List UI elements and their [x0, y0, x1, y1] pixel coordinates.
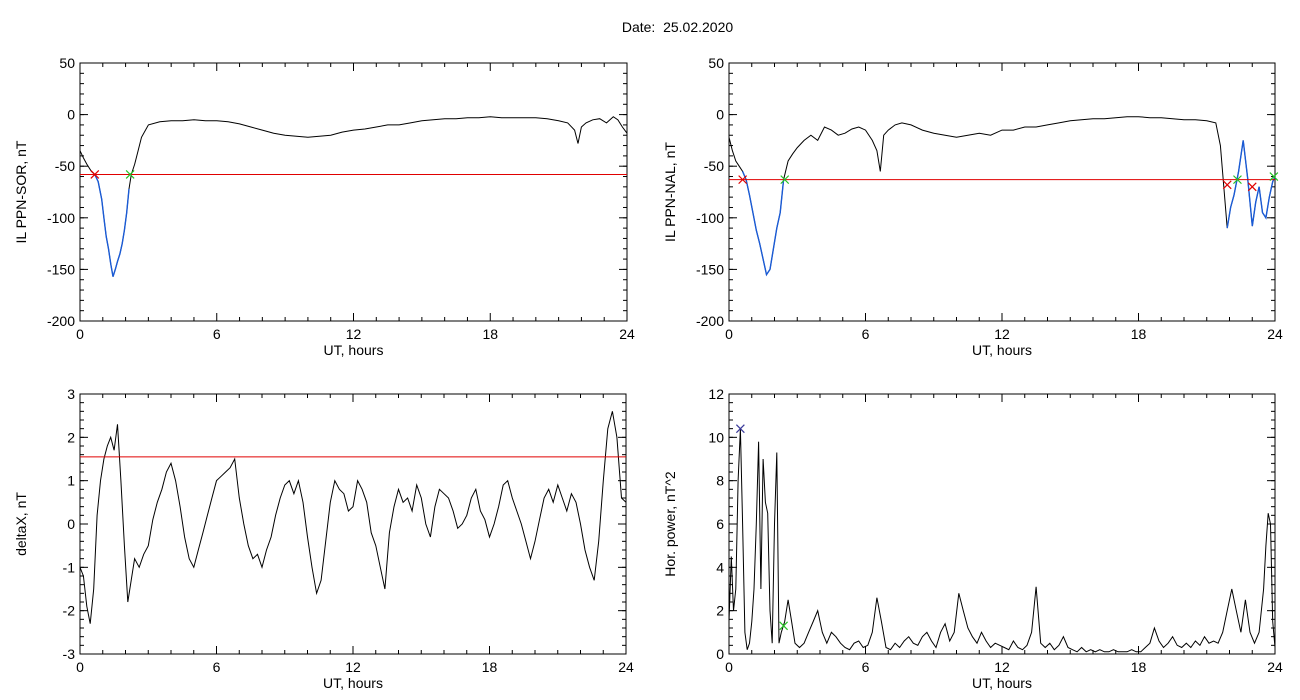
x-tick-label: 6	[213, 326, 221, 342]
y-tick-label: 0	[716, 107, 724, 123]
y-tick-label: 3	[67, 386, 75, 402]
y-tick-label: 2	[67, 429, 75, 445]
panel-il-ppn-sor: 0 6 12 18 24 -200 -150 -100 -50 0 50 UT, hours IL PP…	[13, 55, 635, 358]
series-line	[80, 116, 627, 277]
y-axis-label: IL PPN-SOR, nT	[13, 140, 29, 243]
x-tick-label: 0	[725, 659, 733, 675]
y-tick-label: -50	[55, 158, 75, 174]
peak-marker	[735, 424, 745, 434]
y-tick-label: -1	[63, 559, 76, 575]
substorm-segment	[741, 171, 785, 277]
end-marker	[1269, 172, 1279, 181]
y-tick-label: 0	[67, 107, 75, 123]
y-tick-label: -100	[696, 210, 724, 226]
y-tick-label: 1	[67, 473, 75, 489]
plot-frame	[728, 62, 1276, 322]
chart-title: Date: 25.02.2020	[621, 19, 734, 35]
y-tick-label: -150	[47, 261, 75, 277]
x-tick-label: 18	[1131, 659, 1147, 675]
y-tick-label: -3	[63, 646, 76, 662]
y-tick-label: -200	[47, 313, 75, 329]
x-tick-label: 18	[1131, 326, 1147, 342]
y-axis-label: deltaX, nT	[13, 492, 29, 556]
plot-frame	[79, 62, 628, 322]
plot-frame	[79, 393, 627, 655]
series-line	[729, 428, 1275, 653]
y-tick-label: 0	[67, 516, 75, 532]
y-tick-label: 50	[59, 55, 75, 71]
x-tick-label: 24	[1267, 326, 1283, 342]
y-tick-label: 8	[716, 473, 724, 489]
x-axis-label: UT, hours	[972, 675, 1032, 691]
y-tick-label: 50	[708, 55, 724, 71]
x-tick-label: 6	[862, 659, 870, 675]
y-tick-label: 2	[716, 603, 724, 619]
onset-marker	[90, 170, 100, 179]
substorm-segment	[94, 174, 130, 277]
end-marker	[125, 170, 135, 179]
y-tick-label: 0	[716, 646, 724, 662]
x-tick-label: 0	[76, 326, 84, 342]
x-tick-label: 12	[346, 326, 362, 342]
y-tick-label: 10	[708, 429, 724, 445]
y-tick-label: -2	[63, 603, 76, 619]
onset-marker	[1247, 182, 1257, 192]
x-tick-label: 12	[345, 659, 361, 675]
x-tick-label: 12	[994, 659, 1010, 675]
end-marker	[780, 175, 790, 185]
y-axis-label: IL PPN-NAL, nT	[662, 142, 678, 242]
x-tick-label: 24	[618, 659, 634, 675]
x-axis-label: UT, hours	[323, 675, 383, 691]
onset-marker	[1222, 180, 1232, 190]
y-tick-label: -50	[704, 158, 724, 174]
x-tick-label: 24	[619, 326, 635, 342]
y-tick-label: 12	[708, 386, 724, 402]
x-tick-label: 6	[213, 659, 221, 675]
x-tick-label: 18	[482, 326, 498, 342]
x-tick-label: 6	[862, 326, 870, 342]
y-tick-label: 6	[716, 516, 724, 532]
x-axis-label: UT, hours	[972, 342, 1032, 358]
y-tick-label: -100	[47, 210, 75, 226]
series-line	[80, 411, 626, 624]
end-marker	[779, 621, 789, 631]
x-tick-label: 0	[725, 326, 733, 342]
y-tick-label: -150	[696, 261, 724, 277]
x-axis-label: UT, hours	[324, 342, 384, 358]
y-axis-label: Hor. power, nT^2	[662, 471, 678, 577]
y-tick-label: -200	[696, 313, 724, 329]
panel-il-ppn-nal: 0 6 12 18 24 -200 -150 -100 -50 0 50 UT, hours IL PP…	[662, 55, 1283, 358]
y-tick-label: 4	[716, 559, 724, 575]
series-line	[729, 116, 1275, 276]
end-marker	[1233, 175, 1242, 185]
x-tick-label: 24	[1267, 659, 1283, 675]
x-tick-label: 18	[482, 659, 498, 675]
substorm-segment	[1226, 140, 1275, 229]
onset-marker	[738, 175, 748, 185]
x-tick-label: 0	[76, 659, 84, 675]
plot-frame	[728, 393, 1276, 655]
x-tick-label: 12	[994, 326, 1010, 342]
